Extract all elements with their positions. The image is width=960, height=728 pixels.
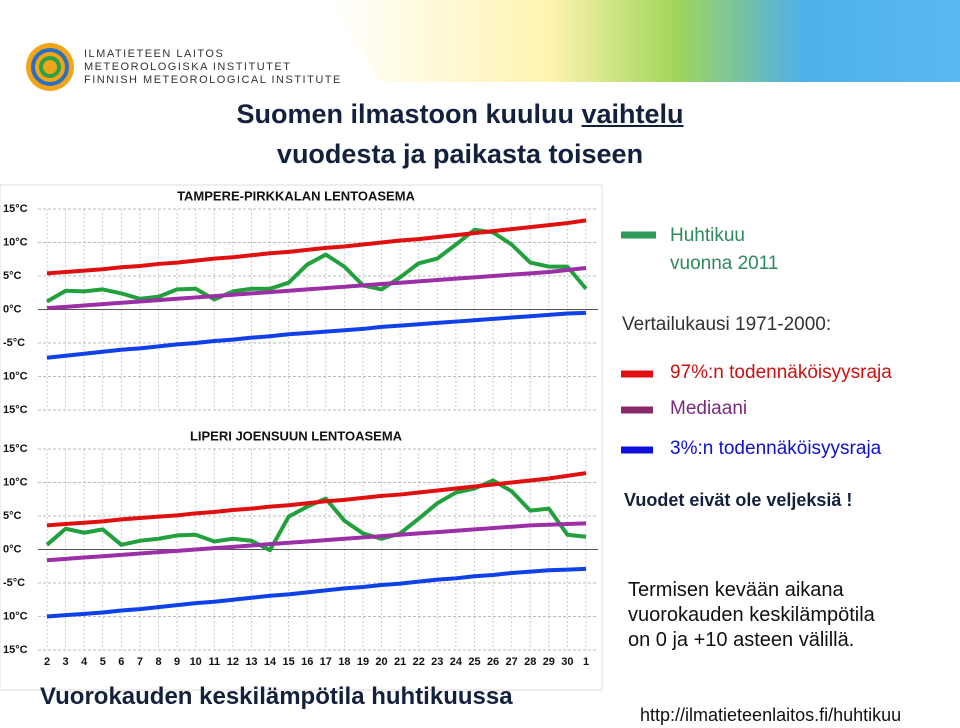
x-tick-label: 20	[375, 656, 387, 668]
y-tick-label: 0°C	[3, 543, 22, 555]
x-tick-label: 18	[338, 656, 350, 668]
chart-title: TAMPERE-PIRKKALAN LENTOASEMA	[177, 188, 415, 203]
legend-label: Mediaani	[670, 398, 748, 419]
x-tick-label: 30	[561, 656, 573, 668]
series-line	[46, 566, 587, 619]
x-tick-label: 27	[506, 656, 518, 668]
y-tick-label: 15°C	[3, 203, 28, 215]
x-tick-label: 26	[487, 656, 499, 668]
x-tick-label: 13	[245, 656, 257, 668]
x-tick-label: 16	[301, 656, 313, 668]
y-tick-label: 10°C	[3, 610, 28, 622]
title-text: Suomen ilmastoon kuuluu	[236, 99, 574, 129]
y-tick-label: 5°C	[3, 270, 22, 282]
remark: Vuodet eivät ole veljeksiä !	[624, 490, 853, 510]
x-tick-label: 3	[63, 656, 69, 668]
logo-line: ILMATIETEEN LAITOS	[84, 48, 225, 60]
top-banner	[330, 0, 960, 82]
x-tick-label: 17	[320, 656, 332, 668]
note: Termisen kevään aikana vuorokauden keski…	[628, 578, 875, 653]
logo-text: ILMATIETEEN LAITOS METEOROLOGISKA INSTIT…	[84, 48, 342, 87]
y-tick-label: 10°C	[3, 236, 28, 248]
y-tick-label: 15°C	[3, 644, 28, 656]
y-tick-label: 0°C	[3, 303, 22, 315]
legend-label: 3%:n todennäköisyysraja	[670, 438, 882, 459]
x-tick-label: 10	[190, 656, 202, 668]
logo-line: FINNISH METEOROLOGICAL INSTITUTE	[84, 74, 342, 86]
legend-label: Huhtikuu vuonna 2011	[670, 225, 779, 274]
x-tick-label: 14	[264, 656, 277, 668]
y-tick-label: 5°C	[3, 510, 22, 522]
series-line	[46, 310, 587, 360]
y-tick-label: -5°C	[3, 577, 25, 589]
x-tick-label: 22	[413, 656, 425, 668]
logo-ring	[39, 56, 61, 78]
x-tick-label: 1	[583, 656, 589, 668]
x-tick-label: 15	[282, 656, 294, 668]
note-line: on 0 ja +10 asteen välillä.	[628, 629, 855, 651]
title-text: vuodesta ja paikasta toiseen	[276, 139, 644, 169]
x-tick-label: 6	[118, 656, 124, 668]
series-line	[46, 265, 587, 311]
title-underlined: vaihtelu	[581, 99, 684, 129]
y-tick-label: 15°C	[3, 404, 28, 416]
y-tick-label: 15°C	[3, 443, 28, 455]
x-tick-label: 12	[227, 656, 239, 668]
series-line	[46, 471, 587, 528]
x-tick-label: 5	[100, 656, 106, 668]
y-tick-label: 10°C	[3, 370, 28, 382]
note-line: vuorokauden keskilämpötila	[628, 604, 875, 626]
title: Suomen ilmastoon kuuluu vaihtelu vuodest…	[0, 94, 920, 174]
note-line: Termisen kevään aikana	[628, 579, 844, 601]
logo-ring	[31, 48, 69, 86]
x-tick-label: 28	[524, 656, 536, 668]
legend-heading: Vertailukausi 1971-2000:	[622, 314, 832, 335]
x-tick-label: 11	[208, 656, 220, 668]
y-tick-label: -5°C	[3, 337, 25, 349]
x-tick-label: 29	[543, 656, 555, 668]
x-tick-label: 9	[174, 656, 180, 668]
series-line	[46, 218, 587, 276]
series-line	[46, 227, 588, 304]
x-tick-label: 8	[155, 656, 161, 668]
legend-label: 97%:n todennäköisyysraja	[670, 362, 892, 383]
caption: Vuorokauden keskilämpötila huhtikuussa	[40, 683, 513, 710]
x-tick-label: 7	[137, 656, 143, 668]
url: http://ilmatieteenlaitos.fi/huhtikuu	[640, 705, 902, 725]
y-tick-label: 10°C	[3, 476, 28, 488]
logo-line: METEOROLOGISKA INSTITUTET	[84, 61, 292, 73]
series-line	[46, 521, 587, 563]
x-tick-label: 23	[431, 656, 443, 668]
x-tick-label: 21	[394, 656, 406, 668]
chart-title: LIPERI JOENSUUN LENTOASEMA	[190, 428, 403, 443]
x-tick-label: 19	[357, 656, 369, 668]
x-tick-label: 24	[450, 656, 463, 668]
x-tick-label: 4	[81, 656, 88, 668]
x-tick-label: 25	[468, 656, 480, 668]
x-tick-label: 2	[44, 656, 50, 668]
